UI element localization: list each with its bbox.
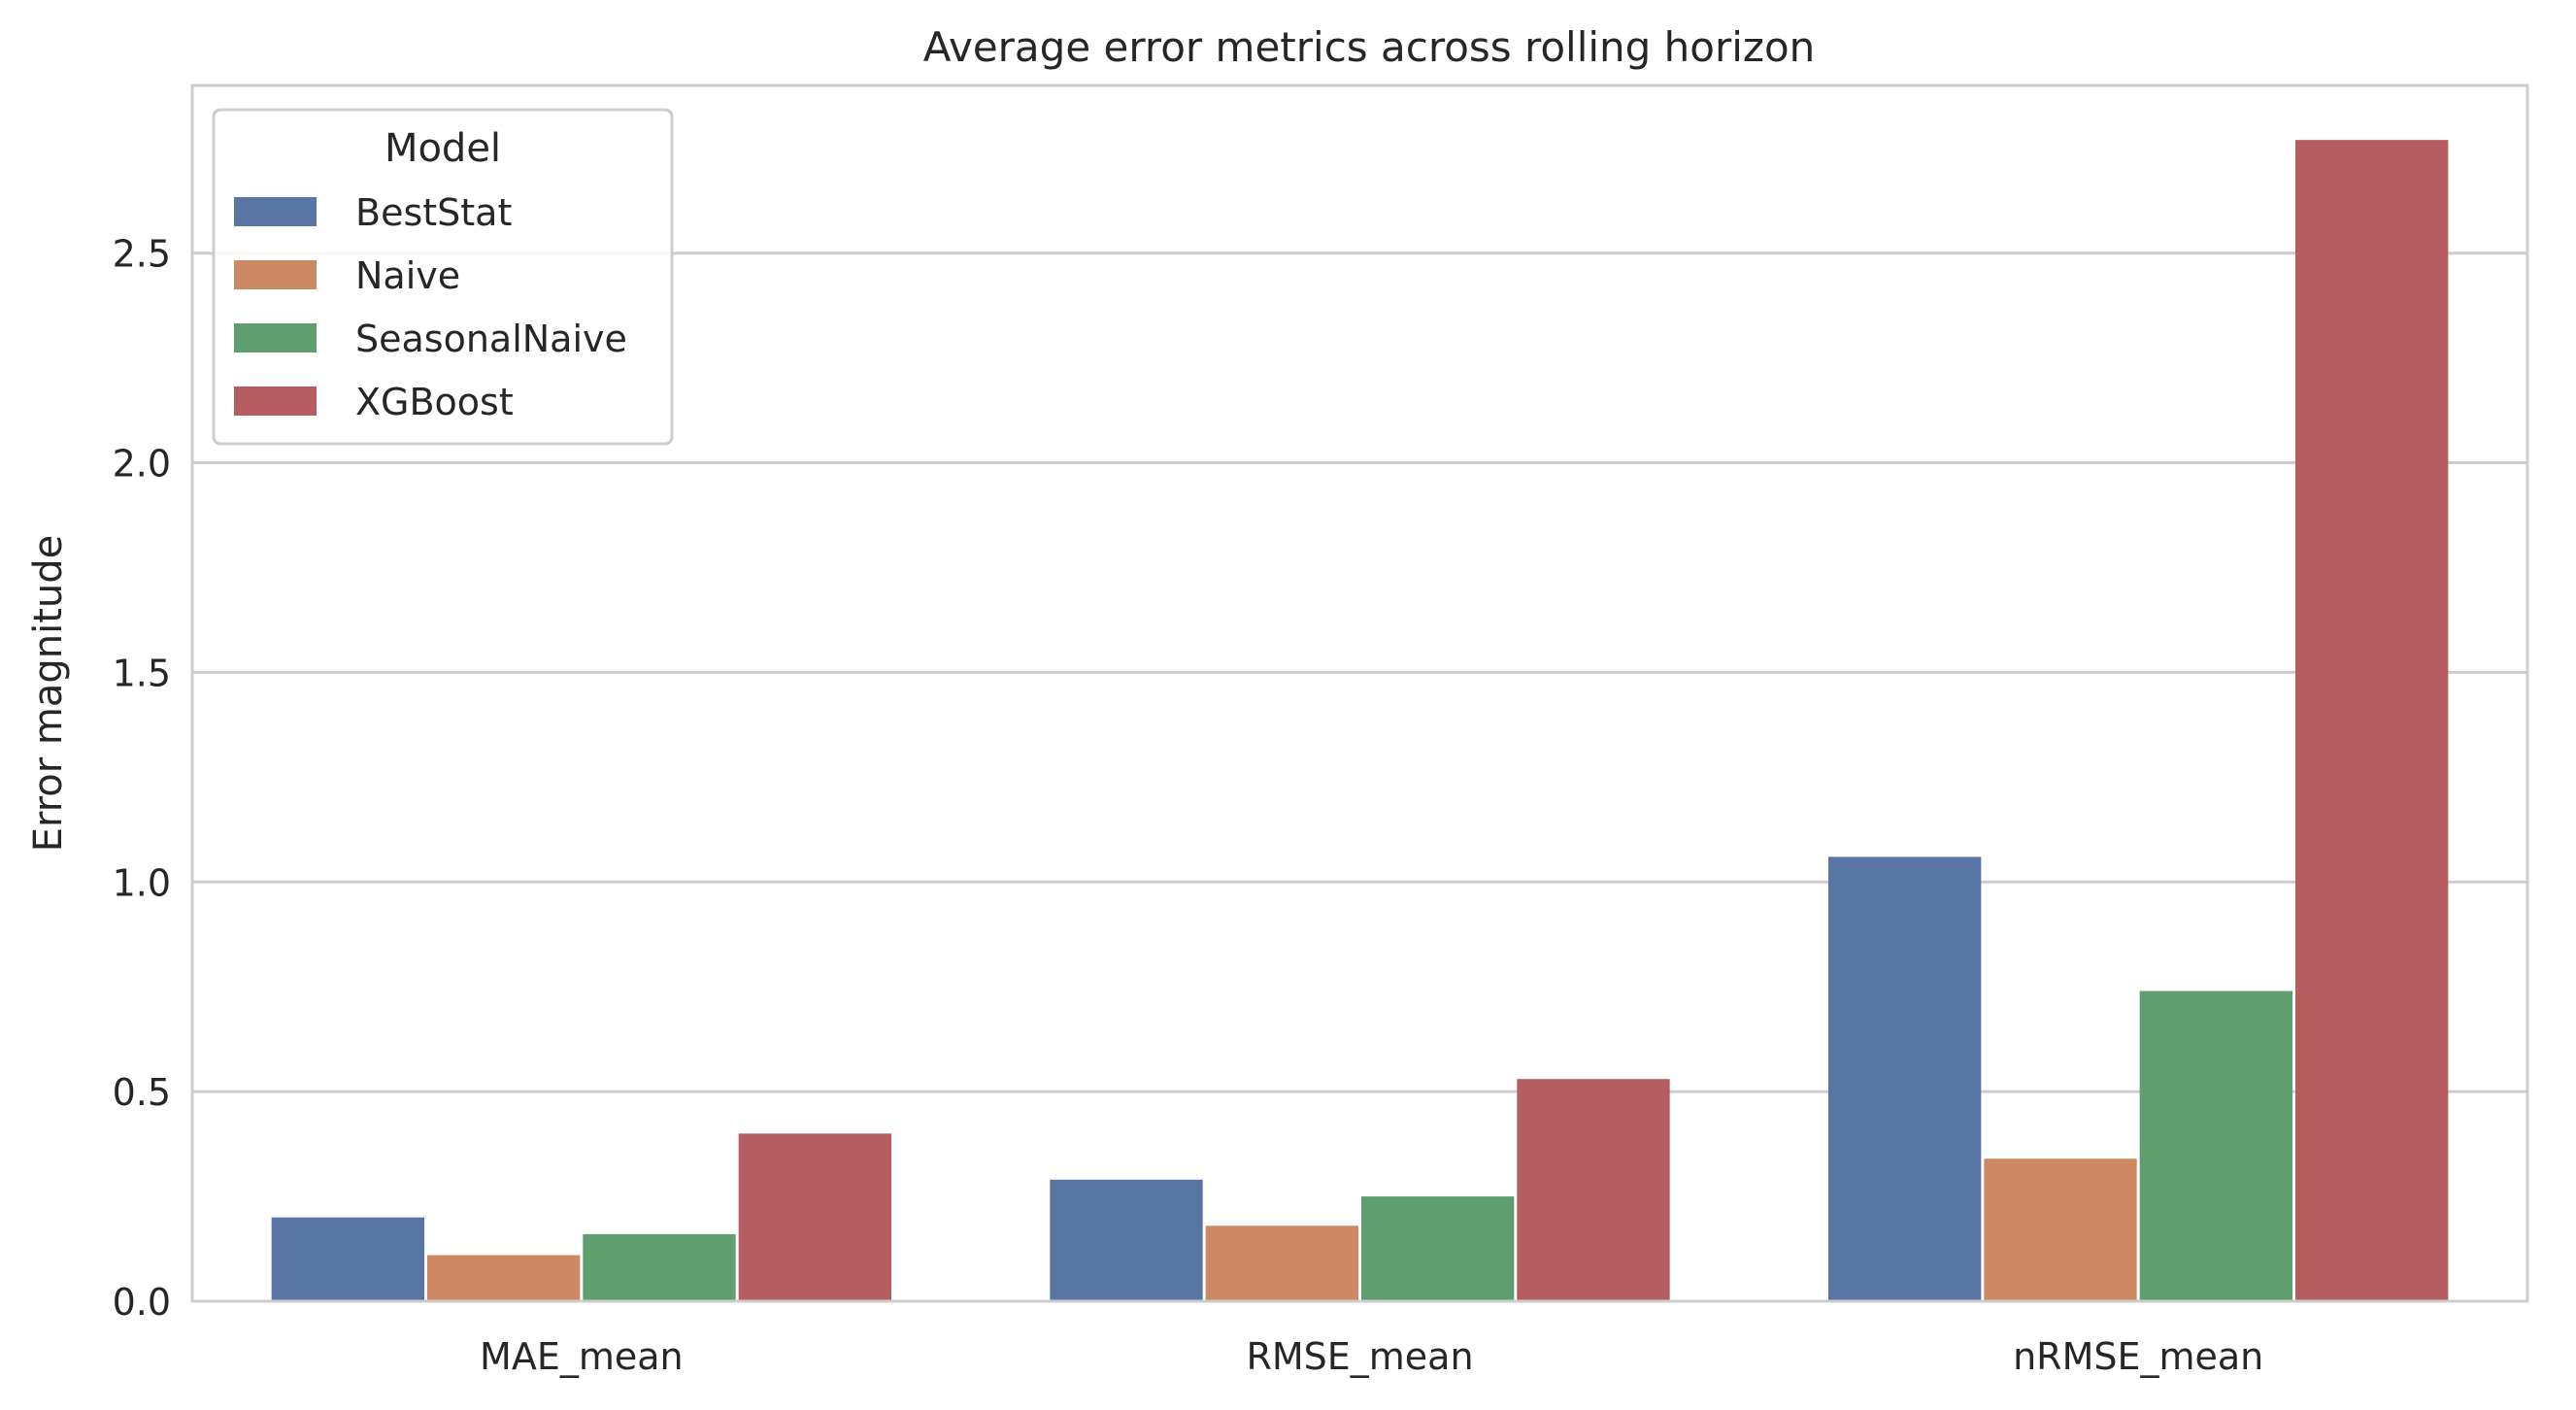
bar-xgboost-rmse_mean	[1517, 1079, 1670, 1301]
x-tick-label: RMSE_mean	[1246, 1335, 1473, 1378]
legend-label-xgboost: XGBoost	[355, 381, 514, 423]
bar-beststat-mae_mean	[271, 1217, 424, 1301]
legend-title: Model	[385, 126, 501, 171]
chart-title: Average error metrics across rolling hor…	[923, 23, 1816, 71]
legend-label-seasonalnaive: SeasonalNaive	[355, 318, 627, 360]
y-tick-label: 2.5	[113, 233, 171, 276]
bar-naive-nrmse_mean	[1984, 1158, 2137, 1301]
bar-seasonalnaive-nrmse_mean	[2139, 990, 2292, 1301]
bar-naive-rmse_mean	[1205, 1225, 1358, 1301]
legend-swatch-xgboost	[234, 386, 317, 416]
plot-frame	[190, 84, 2529, 1303]
bar-seasonalnaive-rmse_mean	[1361, 1196, 1515, 1301]
y-tick-label: 0.5	[113, 1071, 171, 1114]
x-axis-ticks: MAE_mean RMSE_mean nRMSE_mean	[480, 1335, 2263, 1378]
y-tick-label: 2.0	[113, 443, 171, 486]
bar-beststat-nrmse_mean	[1828, 856, 1982, 1301]
bar-seasonalnaive-mae_mean	[583, 1233, 736, 1301]
bar-series	[271, 140, 2449, 1301]
y-tick-label: 1.5	[113, 652, 171, 694]
legend-label-naive: Naive	[355, 254, 460, 297]
y-axis-ticks: 0.0 0.5 1.0 1.5 2.0 2.5	[113, 233, 171, 1324]
bar-naive-mae_mean	[427, 1255, 581, 1301]
bar-beststat-rmse_mean	[1050, 1179, 1203, 1301]
legend-box	[212, 108, 674, 446]
bar-xgboost-mae_mean	[738, 1133, 891, 1301]
x-tick-label: nRMSE_mean	[2013, 1335, 2263, 1378]
legend: Model BestStat Naive SeasonalNaive XGBoost	[212, 108, 674, 446]
y-tick-label: 0.0	[113, 1281, 171, 1324]
legend-swatch-naive	[234, 260, 317, 289]
x-tick-label: MAE_mean	[480, 1335, 684, 1378]
bar-xgboost-nrmse_mean	[2295, 140, 2449, 1301]
y-axis-label: Error magnitude	[26, 535, 71, 853]
legend-swatch-beststat	[234, 197, 317, 226]
legend-label-beststat: BestStat	[355, 191, 512, 234]
y-tick-label: 1.0	[113, 861, 171, 904]
legend-swatch-seasonalnaive	[234, 323, 317, 352]
